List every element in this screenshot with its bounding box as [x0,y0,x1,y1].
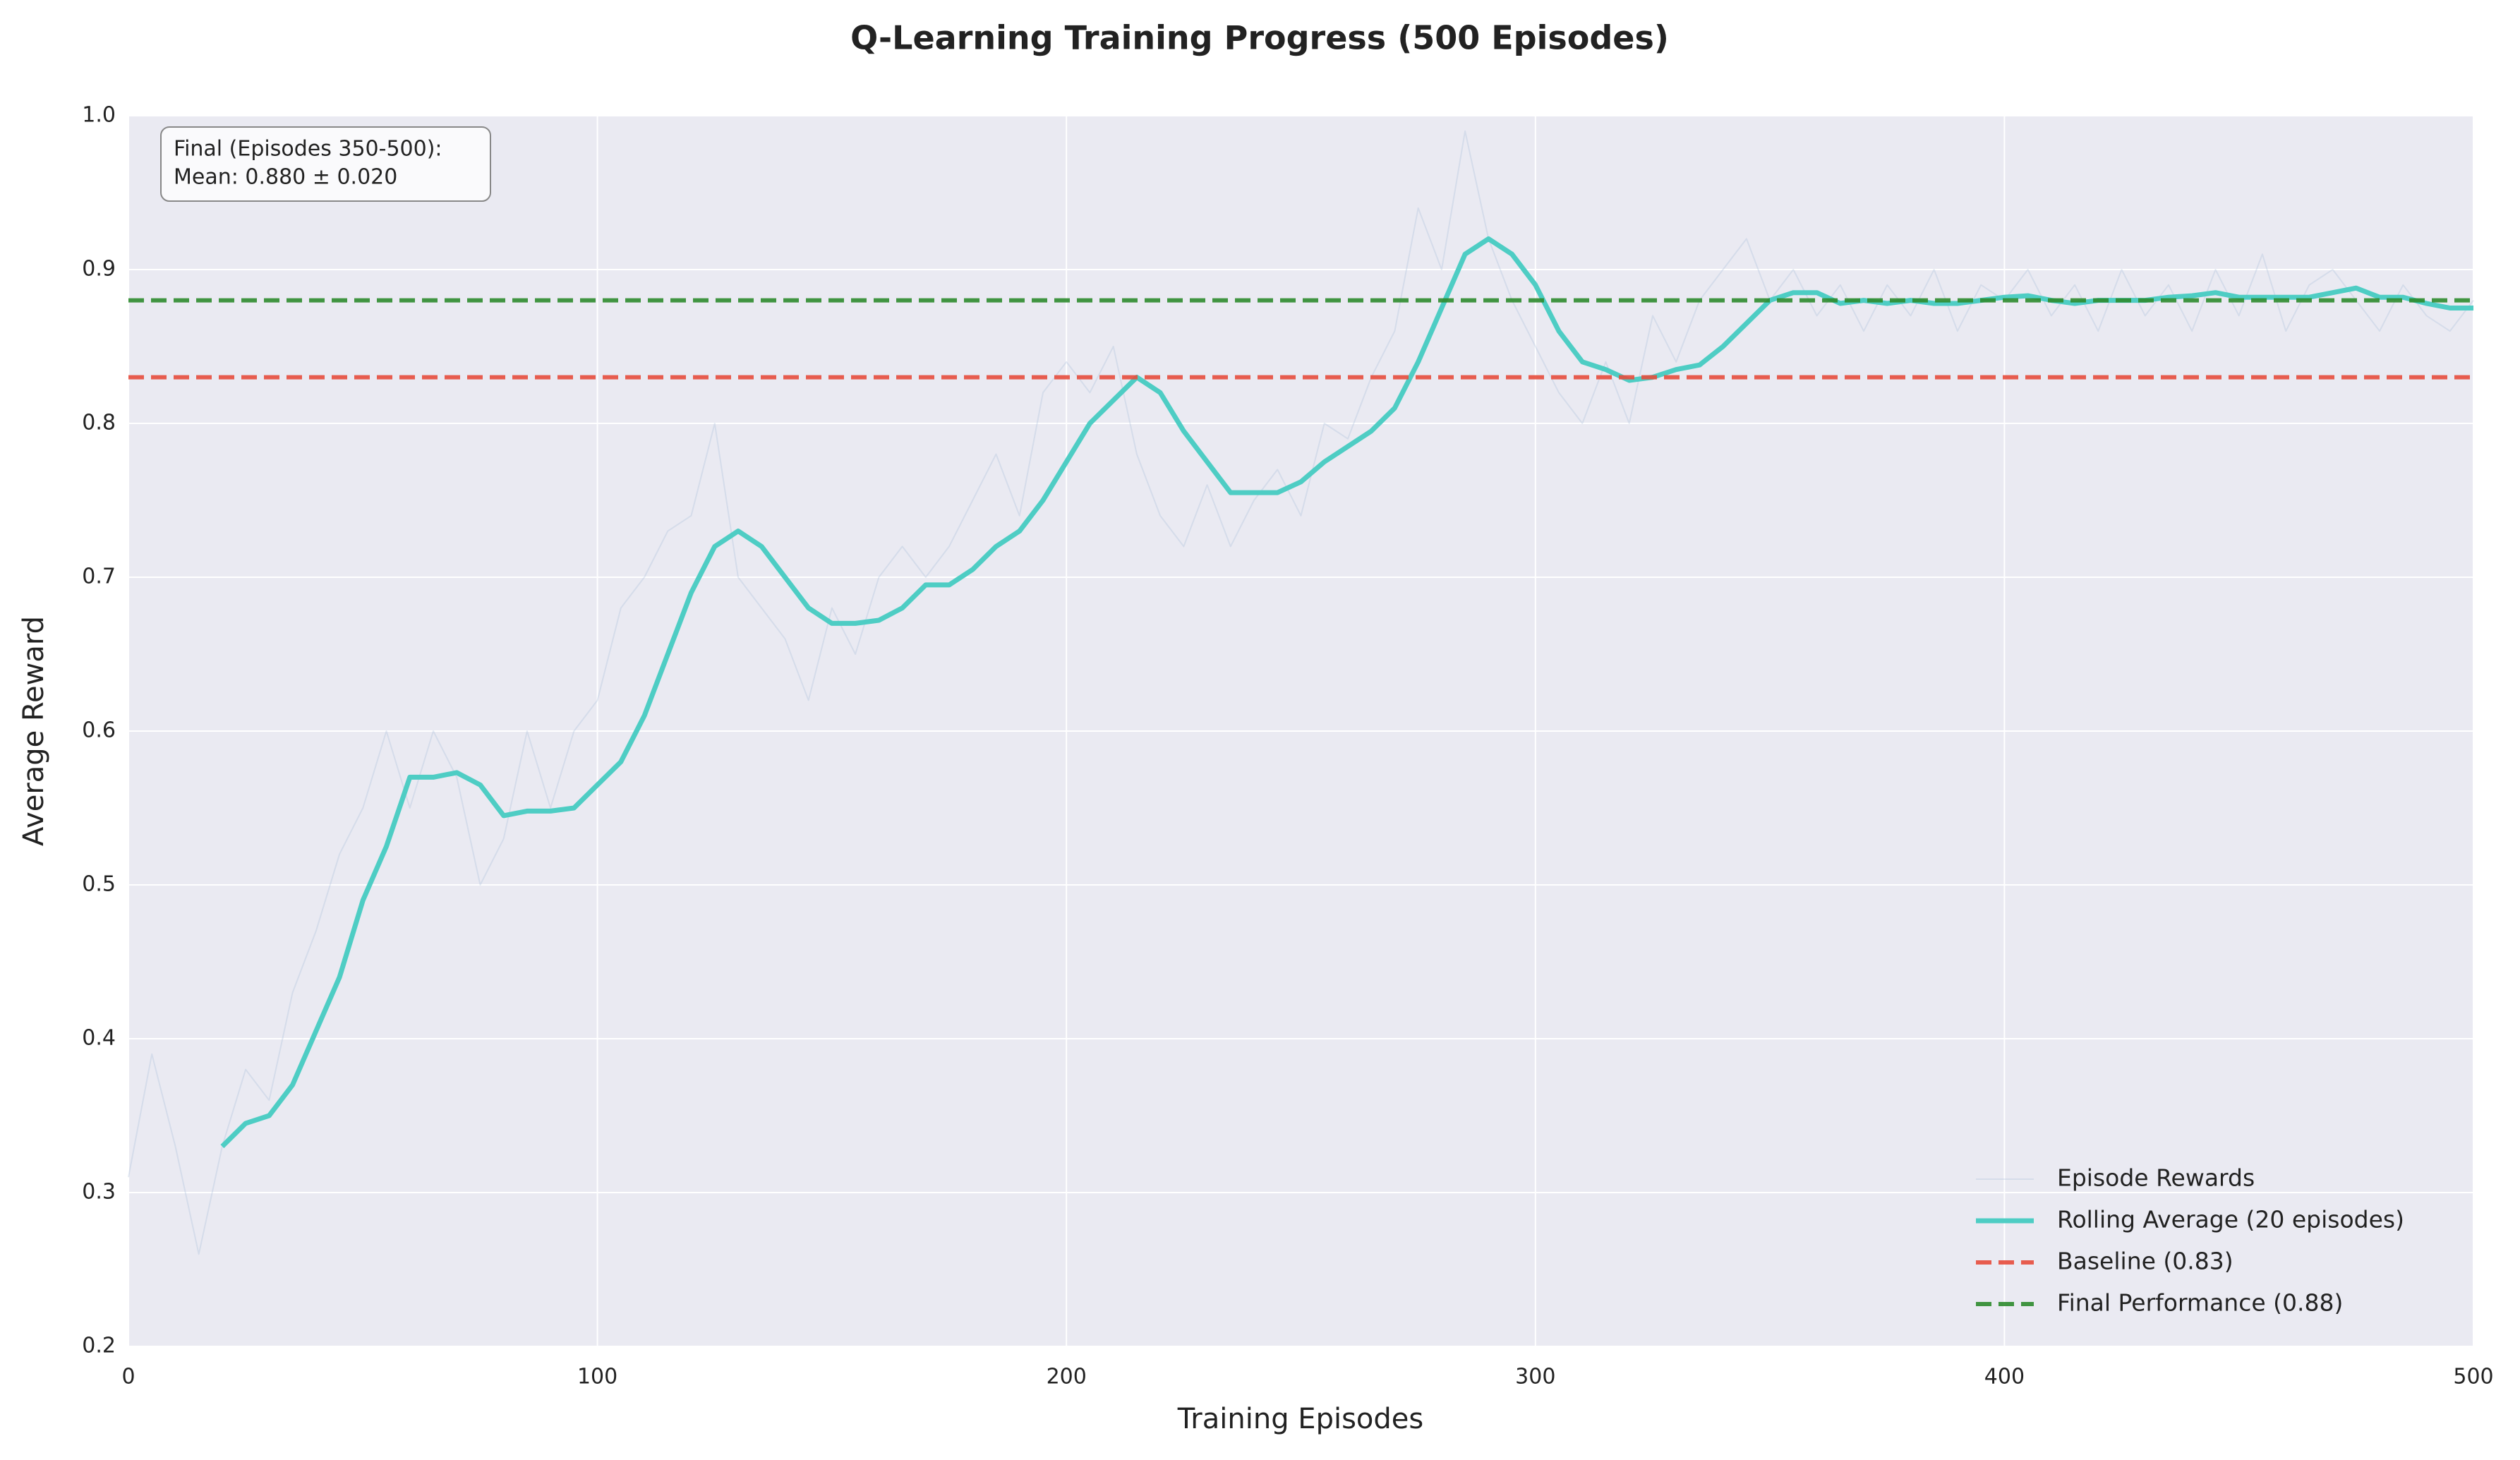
annotation-text: Final (Episodes 350-500): [174,137,442,162]
y-tick-label: 0.9 [82,257,116,282]
x-tick-label: 0 [121,1365,135,1389]
y-tick-label: 0.3 [82,1180,116,1205]
legend-label: Episode Rewards [2057,1164,2255,1192]
y-tick-label: 0.7 [82,565,116,589]
y-tick-label: 0.4 [82,1026,116,1051]
y-tick-label: 0.2 [82,1334,116,1358]
x-tick-label: 500 [2453,1365,2493,1389]
x-tick-label: 400 [1984,1365,2025,1389]
y-tick-label: 0.8 [82,411,116,435]
y-tick-label: 0.5 [82,872,116,897]
chart-title: Q-Learning Training Progress (500 Episod… [850,19,1669,57]
x-tick-label: 100 [577,1365,617,1389]
y-axis-label: Average Reward [18,616,50,846]
legend-label: Baseline (0.83) [2057,1248,2233,1275]
x-axis-label: Training Episodes [1177,1403,1423,1435]
legend-label: Final Performance (0.88) [2057,1289,2343,1317]
legend-label: Rolling Average (20 episodes) [2057,1206,2404,1233]
y-tick-label: 1.0 [82,103,116,128]
annotation-text: Mean: 0.880 ± 0.020 [174,165,397,190]
x-tick-label: 300 [1515,1365,1555,1389]
x-tick-label: 200 [1047,1365,1087,1389]
annotation-box [160,126,491,202]
y-tick-label: 0.6 [82,718,116,743]
